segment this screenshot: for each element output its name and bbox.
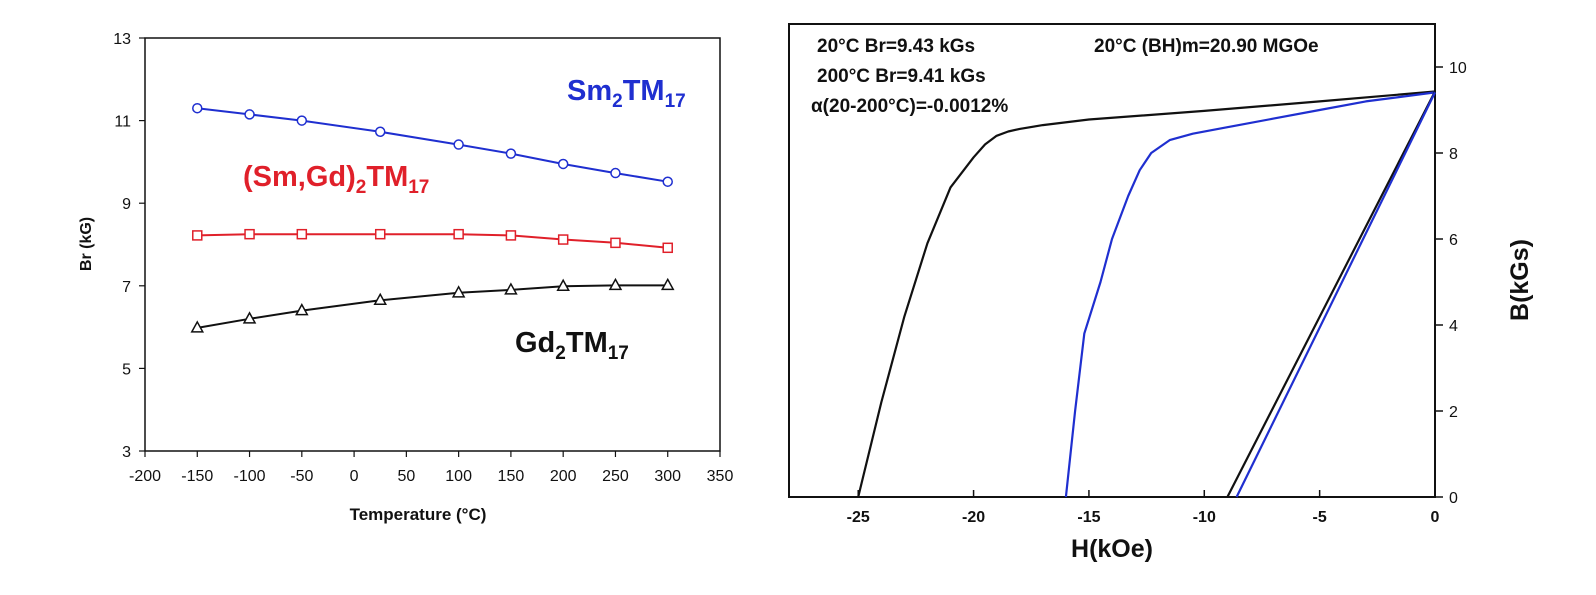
left-chart-br-vs-temperature: -200 -150 -100 -50 0 50 100 150 200 250 300 350 3 5 7 9… <box>78 31 733 524</box>
left-x-tick-label: 0 <box>350 468 359 485</box>
right-chart-plot-frame <box>788 23 1436 498</box>
right-x-tick-label: -15 <box>1077 509 1100 526</box>
left-chart-x-axis-title: Temperature (°C) <box>350 505 487 524</box>
right-y-tick-label: 4 <box>1449 318 1458 335</box>
data-point-sm2tm17 <box>453 139 464 150</box>
left-x-tick-label: 50 <box>397 468 415 485</box>
data-point-sm2tm17 <box>505 148 517 159</box>
data-point-smgd2tm17 <box>453 228 464 240</box>
demag-curve-200c <box>1064 91 1436 498</box>
data-point-gd2tm17 <box>660 277 675 291</box>
data-point-smgd2tm17 <box>557 234 569 245</box>
left-y-tick-label: 9 <box>122 196 131 213</box>
left-x-tick-label: 100 <box>445 468 472 485</box>
legend-sm-sub1: 2 <box>612 91 623 112</box>
data-point-gd2tm17 <box>504 282 518 295</box>
legend-sm-base: Sm <box>567 75 612 107</box>
data-point-gd2tm17 <box>556 278 570 291</box>
left-x-tick-label: 250 <box>602 468 629 485</box>
data-point-sm2tm17 <box>557 158 569 170</box>
data-point-gd2tm17 <box>295 303 309 316</box>
right-chart-y-axis-title: B(kGs) <box>1506 239 1534 321</box>
data-point-sm2tm17 <box>662 176 673 187</box>
left-x-tick-label: 150 <box>498 468 525 485</box>
data-point-gd2tm17 <box>451 285 466 298</box>
legend-smgd-sub1: 2 <box>356 177 367 198</box>
data-point-smgd2tm17 <box>610 237 621 249</box>
right-x-tick-label: 0 <box>1431 509 1440 526</box>
left-chart-y-axis-title: Br (kG) <box>78 217 95 271</box>
legend-gd-mid: TM <box>566 327 608 359</box>
left-x-tick-label: -50 <box>290 468 313 485</box>
legend-label-smgd2tm17: (Sm,Gd)2TM17 <box>243 161 429 198</box>
left-chart-plot-frame <box>144 37 721 452</box>
data-point-gd2tm17 <box>373 292 387 306</box>
data-point-smgd2tm17 <box>505 230 517 241</box>
data-point-smgd2tm17 <box>662 242 673 254</box>
legend-gd-sub2: 17 <box>608 343 629 364</box>
right-chart-demagnetization-curves: -25 -20 -15 -10 -5 00 2 4 6 8 10 H(kOe) B(kGs) 20°… <box>788 23 1534 563</box>
annotation-br-200c: 200°C Br=9.41 kGs <box>817 66 986 87</box>
right-y-tick-label: 6 <box>1449 232 1458 249</box>
right-x-tick-label: -10 <box>1193 509 1216 526</box>
right-y-tick-label: 8 <box>1449 146 1458 163</box>
legend-smgd-base: (Sm,Gd) <box>243 161 356 193</box>
data-point-sm2tm17 <box>610 167 621 179</box>
left-x-tick-label: 200 <box>550 468 577 485</box>
right-chart-series <box>857 90 1436 498</box>
left-y-tick-label: 11 <box>114 114 131 131</box>
right-y-tick-label: 2 <box>1449 404 1458 421</box>
legend-label-gd2tm17: Gd2TM17 <box>515 327 629 364</box>
demag-curve-20c <box>857 90 1436 498</box>
data-point-gd2tm17 <box>242 311 257 324</box>
legend-sm-sub2: 17 <box>665 91 686 112</box>
right-chart-x-axis-title: H(kOe) <box>1071 535 1153 563</box>
legend-smgd-sub2: 17 <box>408 177 429 198</box>
recoil-line-200c <box>1235 91 1436 498</box>
data-point-smgd2tm17 <box>192 230 203 241</box>
data-point-smgd2tm17 <box>296 228 308 240</box>
data-point-gd2tm17 <box>190 320 205 333</box>
annotation-alpha: α(20-200°C)=-0.0012% <box>811 96 1008 117</box>
recoil-line-20c <box>1226 90 1436 498</box>
left-x-tick-label: -200 <box>129 468 161 485</box>
data-point-sm2tm17 <box>296 115 308 126</box>
left-y-tick-label: 13 <box>113 31 131 48</box>
right-chart-ticks: -25 -20 -15 -10 -5 00 2 4 6 8 10 <box>847 60 1467 526</box>
left-x-tick-label: 300 <box>654 468 681 485</box>
left-x-tick-label: -150 <box>181 468 213 485</box>
series-line-gd2tm17 <box>197 284 668 329</box>
data-point-sm2tm17 <box>244 109 255 120</box>
right-x-tick-label: -5 <box>1313 509 1327 526</box>
annotation-br-20c: 20°C Br=9.43 kGs <box>817 36 975 57</box>
legend-gd-sub1: 2 <box>555 343 566 364</box>
data-point-sm2tm17 <box>192 102 203 114</box>
data-point-smgd2tm17 <box>374 228 386 240</box>
legend-smgd-mid: TM <box>366 161 408 193</box>
left-y-tick-label: 7 <box>122 279 131 296</box>
left-y-tick-label: 5 <box>122 361 131 378</box>
left-chart-ticks: -200 -150 -100 -50 0 50 100 150 200 250 300 350 3 5 7 9… <box>113 31 733 485</box>
right-y-tick-label: 0 <box>1449 490 1458 507</box>
data-point-smgd2tm17 <box>244 228 255 240</box>
legend-gd-base: Gd <box>515 327 555 359</box>
right-x-tick-label: -25 <box>847 509 870 526</box>
left-x-tick-label: -100 <box>234 468 266 485</box>
right-x-tick-label: -20 <box>962 509 985 526</box>
left-y-tick-label: 3 <box>122 444 131 461</box>
right-y-tick-label: 10 <box>1449 60 1467 77</box>
legend-sm-mid: TM <box>623 75 665 107</box>
series-line-smgd2tm17 <box>197 233 668 249</box>
data-point-gd2tm17 <box>608 277 623 291</box>
left-x-tick-label: 350 <box>707 468 734 485</box>
left-chart-series <box>190 102 675 333</box>
data-point-sm2tm17 <box>374 126 386 138</box>
legend-label-sm2tm17: Sm2TM17 <box>567 75 686 112</box>
annotation-bhmax: 20°C (BH)m=20.90 MGOe <box>1094 36 1319 57</box>
